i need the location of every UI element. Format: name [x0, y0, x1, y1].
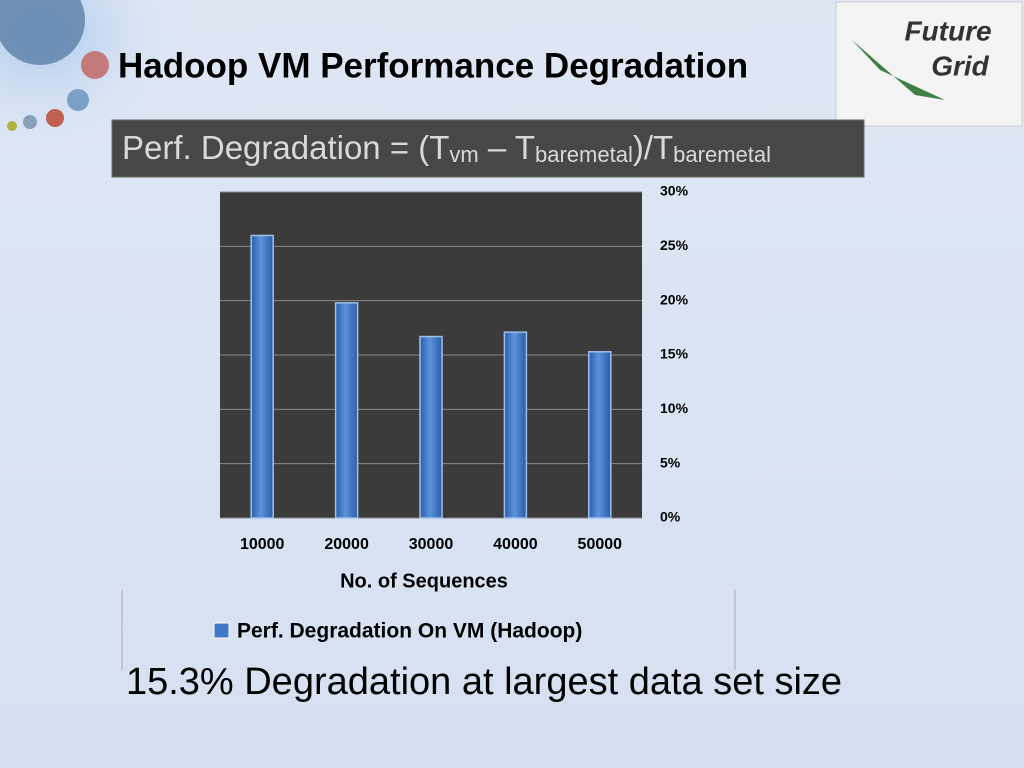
- logo: Future Grid: [835, 1, 1023, 127]
- formula-banner: [111, 119, 865, 178]
- y-tick-label: 0%: [660, 509, 681, 525]
- x-tick-label: 10000: [240, 536, 285, 553]
- logo-text: Grid: [931, 50, 989, 81]
- x-axis-label: No. of Sequences: [340, 570, 508, 592]
- bar: [419, 335, 443, 519]
- bar: [334, 302, 359, 519]
- formula-text: – T: [479, 129, 535, 166]
- formula-text: )/T: [633, 129, 673, 166]
- x-tick-label: 30000: [409, 536, 454, 553]
- formula: Perf. Degradation = (Tvm – Tbaremetal)/T…: [122, 129, 771, 168]
- y-tick-label: 15%: [660, 346, 689, 362]
- bar: [588, 350, 612, 519]
- formula-subscript: baremetal: [673, 142, 771, 167]
- bar: [250, 234, 274, 519]
- bar: [503, 331, 528, 519]
- y-tick-label: 25%: [660, 237, 689, 253]
- legend-label: Perf. Degradation On VM (Hadoop): [237, 620, 582, 643]
- y-tick-label: 10%: [660, 400, 689, 416]
- y-tick-label: 30%: [660, 183, 689, 199]
- formula-text: Perf. Degradation = (T: [122, 129, 449, 166]
- annotation: 15.3% Degradation at largest data set si…: [126, 661, 842, 703]
- logo-text: Future: [904, 15, 991, 46]
- x-tick-label: 40000: [493, 536, 538, 553]
- formula-subscript: vm: [449, 142, 478, 167]
- formula-subscript: baremetal: [535, 142, 633, 167]
- x-tick-label: 50000: [578, 536, 623, 553]
- y-tick-label: 5%: [660, 454, 681, 470]
- x-tick-label: 20000: [324, 536, 369, 553]
- chart-title: Hadoop VM Performance Degradation: [118, 46, 748, 85]
- legend-swatch: [213, 622, 230, 639]
- y-tick-label: 20%: [660, 291, 689, 307]
